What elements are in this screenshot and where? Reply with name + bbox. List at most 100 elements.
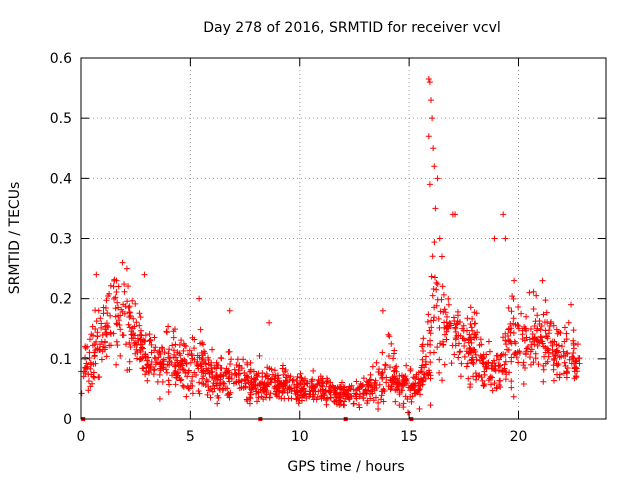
data-point <box>512 350 519 357</box>
data-point <box>327 389 334 396</box>
data-point <box>181 356 188 363</box>
data-point <box>444 313 451 320</box>
data-point <box>263 370 270 377</box>
data-point <box>387 386 394 393</box>
data-point <box>319 386 326 393</box>
data-point <box>507 320 514 327</box>
data-point <box>150 371 157 378</box>
data-point <box>433 279 440 286</box>
data-point <box>476 357 483 364</box>
data-point <box>191 345 198 352</box>
data-point <box>273 384 280 391</box>
data-point <box>375 406 382 413</box>
data-point <box>327 394 334 401</box>
data-point <box>533 292 540 299</box>
data-point <box>124 298 131 305</box>
data-point <box>508 308 515 315</box>
x-tick-label: 10 <box>291 429 309 445</box>
data-point <box>218 355 225 362</box>
data-point <box>142 371 149 378</box>
data-point <box>367 371 374 378</box>
data-point <box>383 374 390 381</box>
data-point <box>413 371 420 378</box>
data-point <box>244 361 251 368</box>
data-point <box>309 393 316 400</box>
data-point <box>178 376 185 383</box>
data-point <box>172 381 179 388</box>
data-point <box>253 390 260 397</box>
data-point <box>163 328 170 335</box>
data-point <box>554 371 561 378</box>
data-point <box>116 322 123 329</box>
data-point <box>169 342 176 349</box>
data-point <box>515 359 522 366</box>
data-point <box>276 393 283 400</box>
data-point <box>137 314 144 321</box>
data-point <box>274 372 281 379</box>
data-point <box>505 346 512 353</box>
data-point <box>448 322 455 329</box>
data-point <box>510 330 517 337</box>
data-point <box>137 341 144 348</box>
data-point <box>292 390 299 397</box>
data-point <box>464 315 471 322</box>
data-point <box>98 356 105 363</box>
data-point <box>371 379 378 386</box>
data-point <box>148 358 155 365</box>
data-point <box>399 382 406 389</box>
data-point <box>527 326 534 333</box>
data-point <box>147 364 154 371</box>
data-point <box>203 367 210 374</box>
data-point <box>144 377 151 384</box>
data-point <box>159 378 166 385</box>
data-point <box>144 357 151 364</box>
data-point <box>280 385 287 392</box>
data-point <box>416 386 423 393</box>
data-point <box>573 365 580 372</box>
data-point <box>531 335 538 342</box>
data-point <box>119 331 126 338</box>
data-point <box>506 338 513 345</box>
data-point <box>189 334 196 341</box>
data-point <box>388 383 395 390</box>
data-point <box>340 393 347 400</box>
data-point <box>179 382 186 389</box>
data-point <box>272 391 279 398</box>
data-point <box>369 363 376 370</box>
data-point <box>288 388 295 395</box>
data-point <box>340 401 347 408</box>
data-point <box>532 355 539 362</box>
data-point <box>455 312 462 319</box>
data-point <box>294 383 301 390</box>
data-point <box>114 342 121 349</box>
data-point <box>171 326 178 333</box>
data-point <box>222 385 229 392</box>
data-point <box>385 331 392 338</box>
data-point <box>468 356 475 363</box>
data-point <box>246 368 253 375</box>
data-point <box>451 318 458 325</box>
data-point <box>435 315 442 322</box>
data-point <box>236 362 243 369</box>
data-point <box>544 319 551 326</box>
data-point <box>327 394 334 401</box>
data-point <box>427 372 434 379</box>
data-point <box>437 308 444 315</box>
data-point <box>112 313 119 320</box>
data-point <box>423 370 430 377</box>
data-point <box>272 375 279 382</box>
data-point <box>180 383 187 390</box>
data-point <box>138 355 145 362</box>
data-point <box>452 328 459 335</box>
data-point <box>94 329 101 336</box>
data-point <box>224 367 231 374</box>
data-point <box>250 383 257 390</box>
data-point <box>570 355 577 362</box>
data-point <box>140 365 147 372</box>
data-point <box>510 295 517 302</box>
data-point <box>360 395 367 402</box>
data-point <box>477 336 484 343</box>
data-point <box>433 302 440 309</box>
data-point <box>540 366 547 373</box>
data-point <box>99 348 106 355</box>
